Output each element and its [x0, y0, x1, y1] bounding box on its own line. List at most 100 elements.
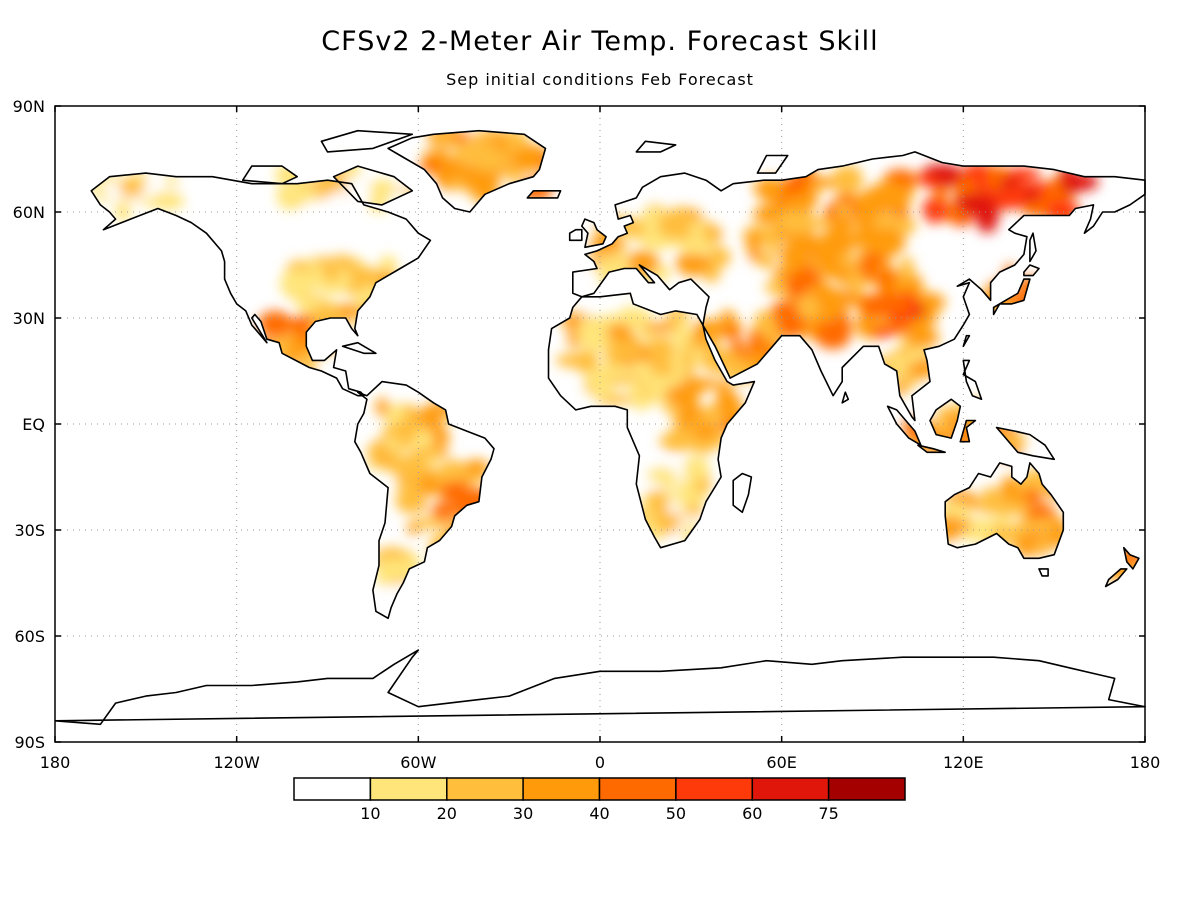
skill-patch-alaska — [151, 190, 185, 210]
skill-patch-southeast-asia — [886, 357, 912, 370]
coastline-hokkaido — [1023, 264, 1040, 277]
coastline-africa — [547, 292, 756, 549]
skill-patch-europe — [708, 246, 731, 268]
lon-tick-label: 180 — [40, 753, 71, 772]
skill-patch-brazil-south — [431, 467, 466, 483]
colorbar-label: 10 — [360, 804, 380, 823]
skill-patch-canada-arctic — [280, 187, 320, 203]
skill-patch-eastern-us — [350, 266, 383, 289]
skill-patch-sahara — [626, 342, 642, 359]
skill-patch-europe — [657, 212, 689, 240]
colorbar-label: 50 — [666, 804, 686, 823]
skill-patch-sahara — [629, 361, 653, 377]
lat-tick-label: 30S — [14, 521, 45, 540]
skill-patch-canada-arctic — [346, 176, 370, 203]
colorbar-swatch — [827, 777, 906, 801]
skill-patch-amazon — [376, 397, 389, 417]
coastline-new-zealand-south — [1104, 568, 1128, 588]
coastline-cuba — [341, 341, 377, 355]
skill-patch-siberia-west — [831, 164, 864, 194]
lon-tick-label: 60W — [400, 753, 436, 772]
skill-patch-central-asia — [818, 288, 846, 319]
skill-patch-siberia-east — [957, 192, 995, 216]
coastline-greenland — [387, 129, 547, 213]
skill-patch-central-asia — [797, 296, 820, 319]
skill-patch-arabia — [723, 326, 741, 339]
skill-patch-southern-africa — [677, 478, 695, 491]
coastline-svalbard — [635, 140, 677, 153]
lat-tick-label: 90S — [14, 733, 45, 752]
coastline-baffin — [332, 165, 414, 206]
skill-patch-amazon — [367, 442, 386, 463]
coastline-ellesmere — [320, 129, 414, 153]
coastline-philippines — [962, 359, 983, 401]
colorbar-swatch — [522, 777, 601, 801]
coastline-iceland — [526, 190, 562, 199]
skill-patch-siberia-west — [746, 230, 761, 255]
skill-patch-central-asia — [891, 271, 924, 300]
colorbar-swatch — [751, 777, 830, 801]
skill-patch-brazil-south — [395, 487, 424, 514]
skill-patch-greenland — [432, 133, 453, 144]
coastline-north-america — [90, 172, 432, 397]
skill-patch-tibet — [871, 326, 897, 337]
coastline-great-britain — [580, 218, 607, 249]
chart-title: CFSv2 2-Meter Air Temp. Forecast Skill — [321, 26, 879, 57]
skill-patch-sahara — [576, 318, 601, 347]
coastline-sri-lanka — [841, 391, 850, 404]
skill-patch-mexico — [288, 332, 303, 357]
skill-patch-central-asia — [814, 319, 851, 350]
skill-patch-sahara — [666, 328, 701, 340]
skill-patch-australia-west — [972, 518, 991, 544]
skill-patch-tibet — [896, 319, 910, 338]
skill-patch-greenland — [438, 150, 452, 176]
skill-patch-siberia-west — [756, 252, 775, 269]
skill-patch-amazon — [410, 446, 443, 460]
skill-patch-greenland — [511, 146, 544, 173]
skill-patch-siberia-west — [807, 238, 836, 253]
skill-patch-arabia — [753, 310, 775, 335]
skill-patch-east-africa — [717, 380, 733, 404]
coastline-sulawesi — [959, 419, 977, 443]
coastline-australia — [944, 462, 1065, 560]
colorbar-label: 30 — [513, 804, 533, 823]
skill-patch-siberia-west — [866, 227, 906, 257]
colorbar-swatch — [293, 777, 372, 801]
skill-patch-europe — [599, 252, 612, 269]
skill-patch-brazil-south — [394, 455, 428, 481]
coastline-borneo — [929, 398, 962, 439]
skill-patch-australia-west — [976, 495, 1003, 514]
colorbar-label: 40 — [589, 804, 609, 823]
skill-patch-alaska — [115, 198, 131, 222]
skill-patch-siberia-east — [923, 164, 961, 176]
skill-patch-siberia-west — [839, 191, 854, 205]
lon-tick-label: 120E — [943, 753, 984, 772]
lat-tick-label: 60S — [14, 627, 45, 646]
colorbar-swatch — [598, 777, 677, 801]
coastline-victoria-island — [241, 165, 299, 185]
skill-patch-alaska — [119, 177, 144, 198]
lat-tick-label: 60N — [13, 203, 45, 222]
coastline-new-guinea — [995, 426, 1055, 461]
skill-patch-patagonia — [380, 558, 415, 572]
skill-patch-europe — [690, 219, 703, 242]
lat-tick-label: 90N — [13, 97, 45, 116]
coastline-ireland — [568, 228, 583, 242]
skill-patch-siberia-east — [993, 194, 1027, 210]
skill-patch-siberia-west — [780, 243, 810, 271]
skill-patch-alaska — [101, 182, 123, 195]
skill-patch-amazon — [414, 430, 434, 448]
skill-patch-east-africa — [693, 421, 718, 440]
coastline-south-america — [353, 380, 495, 620]
skill-patch-southern-africa — [667, 502, 682, 514]
lon-tick-label: 60E — [766, 753, 796, 772]
skill-patch-central-asia — [848, 268, 863, 297]
skill-patch-sahara — [608, 365, 630, 379]
skill-patch-sahara — [681, 349, 694, 364]
skill-patch-southern-africa — [682, 456, 710, 481]
skill-patch-siberia-west — [758, 203, 771, 216]
skill-patch-siberia-east — [988, 169, 1001, 189]
